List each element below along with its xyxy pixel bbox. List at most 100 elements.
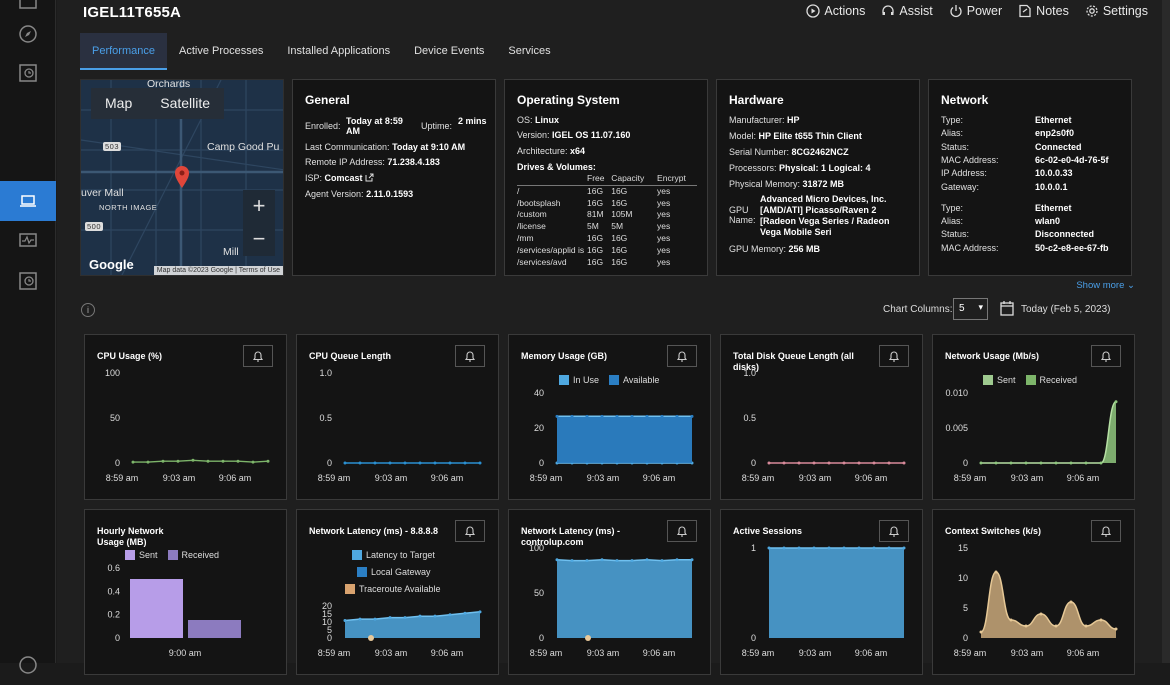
series-line[interactable]	[133, 459, 269, 463]
nav-item-explore[interactable]	[0, 14, 56, 54]
data-point[interactable]	[645, 558, 649, 562]
tab-performance[interactable]: Performance	[80, 33, 167, 70]
map-view-button[interactable]: Map	[105, 95, 133, 111]
data-point[interactable]	[585, 559, 589, 563]
data-point[interactable]	[660, 414, 664, 418]
data-point[interactable]	[433, 614, 437, 618]
data-point[interactable]	[842, 461, 846, 465]
alert-bell-button[interactable]	[243, 345, 273, 367]
zoom-in-button[interactable]: +	[252, 193, 266, 218]
alert-bell-button[interactable]	[667, 345, 697, 367]
data-point[interactable]	[979, 461, 983, 465]
legend-item[interactable]: Sent	[983, 375, 1016, 385]
data-point[interactable]	[827, 546, 831, 550]
info-icon[interactable]: i	[81, 303, 95, 317]
alert-bell-button[interactable]	[455, 345, 485, 367]
data-point[interactable]	[902, 546, 906, 550]
data-point[interactable]	[1024, 461, 1028, 465]
external-link-icon[interactable]	[365, 173, 374, 182]
alert-bell-button[interactable]	[455, 520, 485, 542]
data-point[interactable]	[478, 461, 482, 465]
data-point[interactable]	[1099, 618, 1103, 622]
legend-item[interactable]: Traceroute Available	[345, 584, 441, 594]
data-point[interactable]	[767, 546, 771, 550]
data-point[interactable]	[782, 546, 786, 550]
nav-item-history[interactable]	[0, 53, 56, 93]
data-point[interactable]	[994, 461, 998, 465]
data-point[interactable]	[872, 461, 876, 465]
date-range-label[interactable]: Today (Feb 5, 2023)	[1021, 304, 1111, 315]
power-button[interactable]: Power	[949, 4, 1002, 18]
settings-button[interactable]: Settings	[1085, 4, 1148, 18]
data-point[interactable]	[842, 546, 846, 550]
data-point[interactable]	[690, 414, 694, 418]
data-point[interactable]	[797, 461, 801, 465]
data-point[interactable]	[266, 459, 270, 463]
map-pin-icon[interactable]	[174, 165, 190, 189]
data-point[interactable]	[570, 414, 574, 418]
data-point[interactable]	[448, 613, 452, 617]
legend-item[interactable]: Latency to Target	[352, 550, 435, 560]
data-point[interactable]	[994, 570, 998, 574]
data-point[interactable]	[418, 461, 422, 465]
nav-item-monitoring[interactable]	[0, 221, 56, 261]
series-line[interactable]	[556, 558, 692, 562]
data-point[interactable]	[887, 461, 891, 465]
data-point[interactable]	[675, 414, 679, 418]
data-point[interactable]	[251, 460, 255, 464]
data-point[interactable]	[630, 414, 634, 418]
data-point[interactable]	[358, 461, 362, 465]
data-point[interactable]	[887, 546, 891, 550]
data-point[interactable]	[448, 461, 452, 465]
scrollbar[interactable]	[1162, 0, 1170, 663]
data-point[interactable]	[463, 611, 467, 615]
data-point[interactable]	[555, 558, 559, 562]
data-point[interactable]	[221, 459, 225, 463]
data-point[interactable]	[463, 461, 467, 465]
data-point[interactable]	[191, 458, 195, 462]
tab-active-processes[interactable]: Active Processes	[178, 45, 264, 57]
data-point[interactable]	[827, 461, 831, 465]
legend-item[interactable]: Received	[1025, 375, 1077, 385]
data-point[interactable]	[615, 559, 619, 563]
data-point[interactable]	[1039, 461, 1043, 465]
data-point[interactable]	[343, 461, 347, 465]
alert-bell-button[interactable]	[1091, 520, 1121, 542]
data-point[interactable]	[1054, 461, 1058, 465]
tab-services[interactable]: Services	[508, 45, 551, 57]
data-point[interactable]	[1024, 624, 1028, 628]
data-point[interactable]	[343, 619, 347, 623]
zoom-out-button[interactable]: −	[252, 226, 266, 251]
data-point[interactable]	[600, 414, 604, 418]
data-point[interactable]	[797, 546, 801, 550]
legend-item[interactable]: Received	[167, 550, 219, 560]
data-point[interactable]	[570, 559, 574, 563]
terms-link[interactable]: Terms of Use	[238, 267, 280, 274]
data-point[interactable]	[782, 461, 786, 465]
data-point[interactable]	[1054, 624, 1058, 628]
nav-item-bottom[interactable]	[0, 645, 56, 685]
data-point[interactable]	[206, 459, 210, 463]
legend-item[interactable]: Local Gateway	[357, 567, 431, 577]
data-point[interactable]	[388, 616, 392, 620]
data-point[interactable]	[433, 461, 437, 465]
data-point[interactable]	[1009, 618, 1013, 622]
data-point[interactable]	[236, 459, 240, 463]
data-point[interactable]	[660, 559, 664, 563]
data-point[interactable]	[373, 461, 377, 465]
data-point[interactable]	[131, 460, 135, 464]
data-point[interactable]	[388, 461, 392, 465]
data-point[interactable]	[1039, 612, 1043, 616]
calendar-icon[interactable]	[1000, 300, 1014, 316]
alert-bell-button[interactable]	[879, 345, 909, 367]
notes-button[interactable]: Notes	[1018, 4, 1069, 18]
data-point[interactable]	[585, 414, 589, 418]
data-point[interactable]	[1099, 461, 1103, 465]
data-point[interactable]	[857, 461, 861, 465]
data-point[interactable]	[1069, 600, 1073, 604]
data-point[interactable]	[600, 558, 604, 562]
data-point[interactable]	[1084, 461, 1088, 465]
legend-item[interactable]: Available	[609, 375, 659, 385]
nav-item-reports[interactable]	[0, 261, 56, 301]
drives-table[interactable]: Free Capacity Encrypt /16G 16G yes/bootspl…	[517, 173, 697, 275]
